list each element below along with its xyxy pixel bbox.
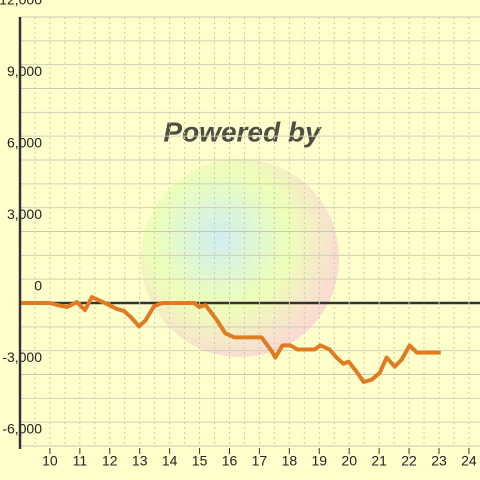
x-tick-label: 20 — [341, 453, 357, 469]
y-tick-label: 6,000 — [7, 135, 42, 151]
line-series — [20, 295, 441, 384]
x-tick-label: 14 — [162, 453, 178, 469]
x-tick-label: 23 — [431, 453, 447, 469]
x-tick-label: 12 — [102, 453, 118, 469]
x-tick-label: 13 — [132, 453, 148, 469]
x-tick-label: 24 — [461, 453, 477, 469]
x-tick-label: 17 — [252, 453, 268, 469]
x-tick-label: 21 — [371, 453, 387, 469]
x-tick-label: 22 — [401, 453, 417, 469]
x-tick-label: 10 — [42, 453, 58, 469]
y-tick-label: 9,000 — [7, 63, 42, 79]
x-tick-label: 18 — [282, 453, 298, 469]
x-tick-label: 16 — [222, 453, 238, 469]
x-tick-label: 15 — [192, 453, 208, 469]
watermark: Powered by — [163, 116, 322, 147]
y-tick-label: 3,000 — [7, 206, 42, 222]
y-tick-label: 0 — [34, 278, 42, 294]
y-tick-label: -3,000 — [2, 349, 42, 365]
x-tick-label: 11 — [73, 453, 88, 469]
x-tick-label: 19 — [311, 453, 327, 469]
y-tick-label: 12,000 — [0, 0, 42, 8]
y-tick-label: -6,000 — [2, 421, 42, 437]
